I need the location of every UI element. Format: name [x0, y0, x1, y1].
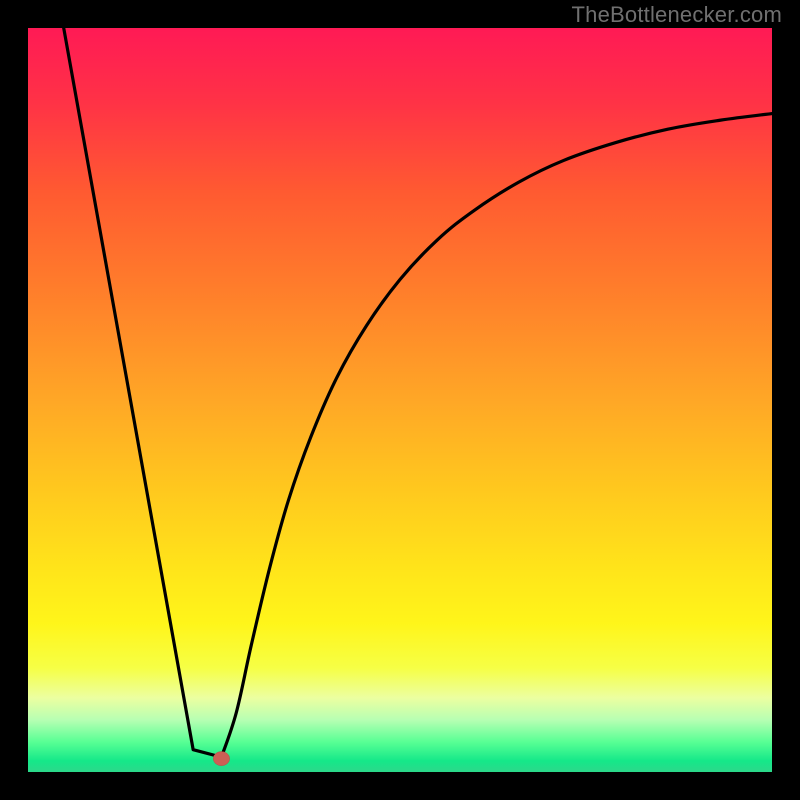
chart-container: TheBottlenecker.com [0, 0, 800, 800]
watermark-text: TheBottlenecker.com [572, 2, 782, 28]
chart-svg [0, 0, 800, 800]
chart-background [28, 28, 772, 772]
optimal-point-marker [213, 752, 229, 766]
plot-area [0, 0, 800, 800]
